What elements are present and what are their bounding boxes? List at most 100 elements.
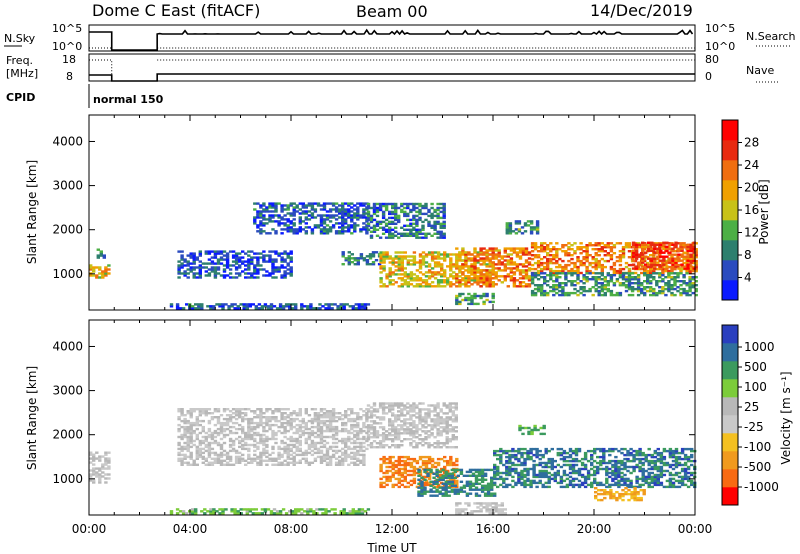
data-cell	[356, 202, 360, 205]
data-cell	[253, 272, 257, 275]
data-cell	[247, 461, 251, 464]
data-cell	[325, 451, 330, 455]
data-cell	[228, 463, 233, 466]
data-cell	[533, 246, 538, 249]
data-cell	[304, 412, 308, 415]
data-cell	[433, 285, 438, 288]
data-cell	[384, 230, 389, 233]
data-cell	[201, 425, 205, 429]
data-cell	[330, 508, 334, 511]
data-cell	[236, 307, 240, 310]
data-cell	[455, 302, 459, 306]
data-cell	[198, 274, 202, 277]
data-cell	[245, 508, 249, 511]
data-cell	[451, 446, 455, 449]
data-cell	[365, 414, 369, 417]
data-cell	[397, 463, 401, 467]
data-cell	[219, 451, 224, 455]
data-cell	[491, 283, 495, 286]
data-cell	[406, 283, 410, 286]
data-cell	[384, 406, 389, 409]
data-cell	[421, 220, 425, 224]
data-cell	[409, 202, 413, 206]
data-cell	[384, 434, 389, 437]
data-cell	[689, 253, 693, 256]
data-cell	[312, 512, 316, 515]
data-cell	[435, 470, 439, 474]
data-cell	[341, 441, 345, 445]
data-cell	[631, 251, 636, 254]
data-cell	[640, 267, 644, 271]
data-cell	[362, 449, 366, 453]
data-cell	[603, 293, 607, 297]
data-cell	[406, 432, 410, 435]
data-cell	[301, 206, 305, 209]
data-cell	[509, 261, 514, 264]
data-cell	[350, 261, 354, 264]
data-cell	[490, 468, 494, 472]
data-cell	[231, 254, 236, 257]
data-cell	[95, 451, 99, 454]
data-cell	[636, 287, 641, 291]
data-cell	[636, 267, 641, 271]
data-cell	[641, 243, 645, 246]
data-cell	[331, 419, 336, 423]
data-cell	[627, 263, 632, 267]
data-cell	[667, 284, 671, 287]
data-cell	[485, 279, 489, 282]
data-cell	[274, 260, 278, 263]
data-cell	[406, 204, 410, 208]
data-cell	[636, 293, 641, 297]
data-cell	[400, 232, 404, 235]
data-cell	[292, 210, 296, 213]
data-cell	[313, 419, 318, 423]
data-cell	[400, 455, 404, 459]
data-cell	[655, 293, 659, 297]
data-cell	[415, 442, 419, 445]
data-cell	[439, 410, 443, 413]
data-cell	[451, 410, 455, 413]
data-cell	[298, 439, 302, 443]
data-cell	[228, 272, 233, 275]
data-cell	[433, 265, 438, 268]
data-cell	[427, 414, 431, 417]
data-cell	[357, 512, 362, 515]
colorbar-tick-label: 28	[744, 136, 759, 150]
data-cell	[259, 421, 263, 425]
data-cell	[412, 226, 416, 229]
data-cell	[341, 451, 345, 455]
data-cell	[180, 264, 184, 267]
data-cell	[515, 269, 520, 272]
data-cell	[653, 261, 657, 264]
data-cell	[374, 259, 379, 262]
data-cell	[344, 412, 348, 415]
data-cell	[397, 479, 401, 483]
data-cell	[353, 226, 357, 229]
data-cell	[630, 287, 635, 291]
data-cell	[517, 222, 522, 225]
data-cell	[322, 414, 327, 417]
data-cell	[464, 261, 468, 264]
data-cell	[319, 216, 324, 219]
data-cell	[353, 412, 357, 415]
data-cell	[260, 307, 265, 310]
data-cell	[313, 202, 318, 205]
data-cell	[289, 222, 293, 225]
data-cell	[449, 275, 453, 278]
data-cell	[177, 260, 181, 263]
data-cell	[239, 303, 243, 306]
data-cell	[95, 473, 99, 476]
data-cell	[347, 226, 351, 229]
data-cell	[485, 255, 489, 258]
data-cell	[328, 427, 333, 431]
data-cell	[670, 256, 674, 259]
data-cell	[448, 424, 452, 427]
data-cell	[177, 268, 181, 271]
data-cell	[403, 234, 407, 237]
data-cell	[415, 277, 420, 280]
data-cell	[409, 430, 413, 433]
data-cell	[533, 254, 538, 257]
data-cell	[198, 453, 202, 457]
data-cell	[234, 412, 239, 415]
data-cell	[467, 279, 471, 282]
